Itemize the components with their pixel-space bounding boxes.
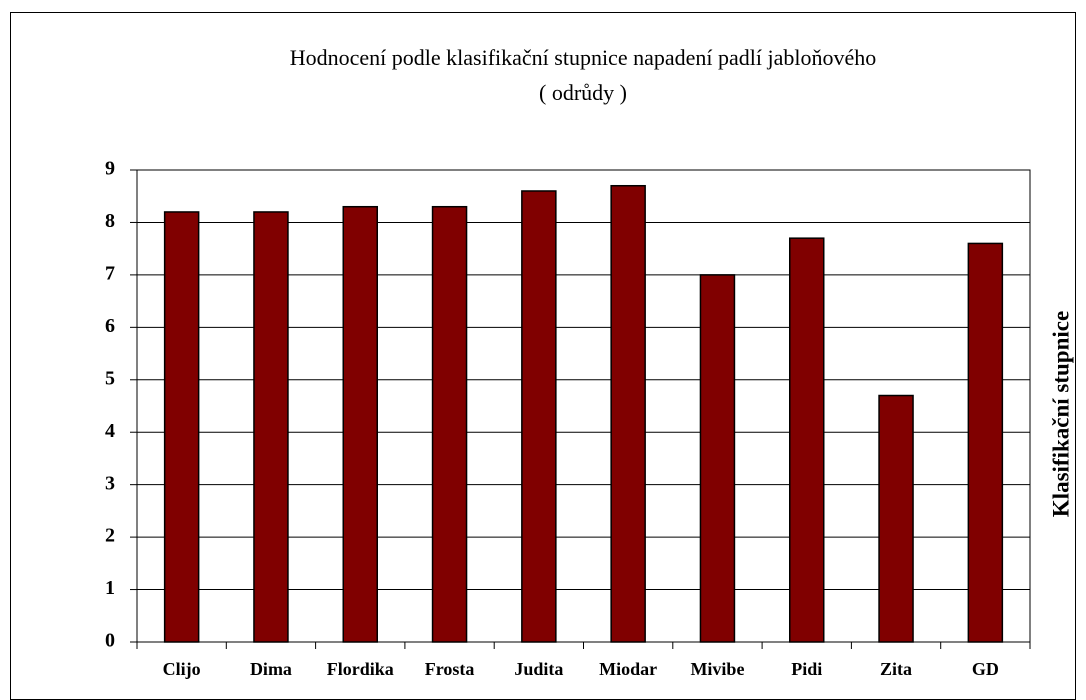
bar <box>878 394 914 643</box>
y-tick-label: 8 <box>105 210 115 232</box>
x-tick-label: Miodar <box>599 659 657 679</box>
y-tick-label: 0 <box>105 630 115 652</box>
y-tick-label: 3 <box>105 472 115 494</box>
y-tick-label: 7 <box>105 262 115 284</box>
bar <box>342 205 378 643</box>
y-tick-label: 2 <box>105 525 115 547</box>
bar <box>521 190 557 643</box>
y-tick-label: 1 <box>105 577 115 599</box>
y-tick-label: 6 <box>105 315 115 337</box>
y-tick-label: 9 <box>105 158 115 180</box>
x-tick-label: Pidi <box>791 659 822 679</box>
y-tick-label: 4 <box>105 420 115 442</box>
bar <box>253 211 289 643</box>
x-tick-label: Dima <box>250 659 292 679</box>
y-tick-label: 5 <box>105 367 115 389</box>
y-axis-label: Klasifikační stupnice <box>1048 311 1073 517</box>
chart-title: Hodnocení podle klasifikační stupnice na… <box>290 45 877 70</box>
chart-subtitle: ( odrůdy ) <box>539 80 627 105</box>
x-tick-label: GD <box>972 659 999 679</box>
x-tick-label: Flordika <box>327 659 394 679</box>
x-tick-label: Judita <box>514 659 563 679</box>
bar <box>699 274 736 643</box>
x-tick-label: Zita <box>880 659 912 679</box>
bar <box>610 184 646 643</box>
bar <box>163 211 200 643</box>
x-tick-label: Frosta <box>425 659 475 679</box>
bar <box>967 242 1004 643</box>
x-tick-label: Mivibe <box>690 659 744 679</box>
bar <box>431 205 468 643</box>
bar <box>789 237 825 643</box>
x-tick-label: Clijo <box>163 659 201 679</box>
